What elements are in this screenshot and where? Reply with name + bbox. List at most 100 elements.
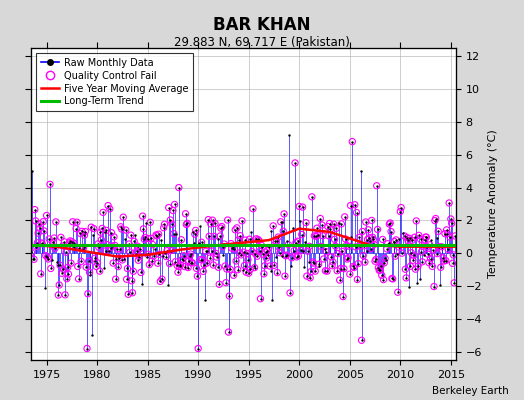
- Point: [241, 237, 249, 243]
- Point: [331, 243, 340, 249]
- Point: [79, 245, 87, 252]
- Point: [84, 290, 92, 297]
- Point: [210, 233, 219, 240]
- Point: [124, 291, 133, 298]
- Point: [339, 293, 347, 300]
- Point: [33, 240, 41, 246]
- Point: [180, 263, 189, 270]
- Point: [398, 250, 406, 256]
- Point: [156, 278, 165, 284]
- Point: [316, 215, 324, 222]
- Point: [231, 227, 239, 233]
- Point: [96, 229, 105, 236]
- Point: [168, 221, 176, 227]
- Point: [124, 291, 133, 298]
- Point: [256, 296, 265, 302]
- Point: [386, 220, 395, 226]
- Point: [400, 233, 409, 239]
- Point: [33, 240, 41, 246]
- Point: [395, 244, 403, 250]
- Point: [44, 256, 52, 262]
- Point: [52, 219, 60, 225]
- Point: [417, 249, 425, 255]
- Point: [155, 251, 163, 258]
- Point: [309, 259, 317, 265]
- Point: [244, 256, 252, 263]
- Point: [67, 260, 75, 266]
- Point: [109, 260, 117, 266]
- Point: [362, 219, 370, 225]
- Point: [225, 293, 234, 299]
- Point: [80, 232, 89, 238]
- Point: [108, 243, 116, 249]
- Point: [306, 275, 314, 281]
- Point: [310, 232, 319, 239]
- Point: [245, 236, 254, 242]
- Point: [402, 275, 410, 281]
- Point: [382, 257, 390, 264]
- Point: [419, 243, 427, 250]
- Point: [78, 228, 86, 234]
- Point: [113, 246, 122, 252]
- Point: [48, 256, 56, 263]
- Point: [111, 242, 119, 248]
- Point: [421, 236, 429, 243]
- Point: [298, 204, 307, 210]
- Point: [410, 234, 419, 240]
- Point: [174, 184, 183, 191]
- Point: [149, 253, 158, 259]
- Point: [166, 217, 174, 223]
- Point: [288, 224, 297, 231]
- Point: [323, 268, 331, 274]
- Point: [199, 268, 208, 274]
- Point: [228, 244, 237, 250]
- Point: [282, 252, 291, 258]
- Point: [348, 138, 356, 145]
- Point: [65, 240, 73, 246]
- Point: [423, 244, 431, 250]
- Point: [75, 245, 84, 251]
- Point: [383, 246, 391, 252]
- Point: [108, 243, 116, 249]
- Point: [144, 251, 152, 258]
- Point: [183, 220, 191, 226]
- Point: [68, 239, 76, 245]
- Point: [230, 272, 238, 278]
- Point: [435, 282, 444, 288]
- Point: [339, 293, 347, 300]
- Point: [319, 232, 327, 239]
- Point: [323, 268, 331, 274]
- Point: [227, 240, 235, 247]
- Point: [128, 290, 137, 296]
- Point: [123, 276, 131, 282]
- Point: [67, 260, 75, 266]
- Point: [392, 237, 400, 243]
- Point: [400, 233, 409, 239]
- Point: [396, 208, 405, 215]
- Point: [367, 245, 375, 252]
- Point: [181, 210, 190, 217]
- Point: [230, 246, 238, 252]
- Point: [198, 256, 206, 263]
- Point: [185, 258, 193, 264]
- Point: [180, 263, 189, 270]
- Point: [102, 227, 111, 234]
- Point: [69, 218, 77, 225]
- Point: [445, 200, 453, 206]
- Point: [101, 248, 110, 254]
- Point: [37, 240, 46, 246]
- Point: [431, 217, 439, 224]
- Point: [32, 243, 41, 250]
- Point: [209, 217, 217, 223]
- Point: [95, 268, 104, 274]
- Point: [50, 235, 58, 241]
- Point: [244, 256, 252, 263]
- Point: [57, 234, 65, 240]
- Point: [116, 246, 124, 252]
- Point: [195, 240, 203, 246]
- Point: [340, 266, 348, 272]
- Point: [385, 221, 394, 227]
- Point: [200, 261, 208, 268]
- Point: [59, 266, 68, 272]
- Point: [70, 240, 79, 247]
